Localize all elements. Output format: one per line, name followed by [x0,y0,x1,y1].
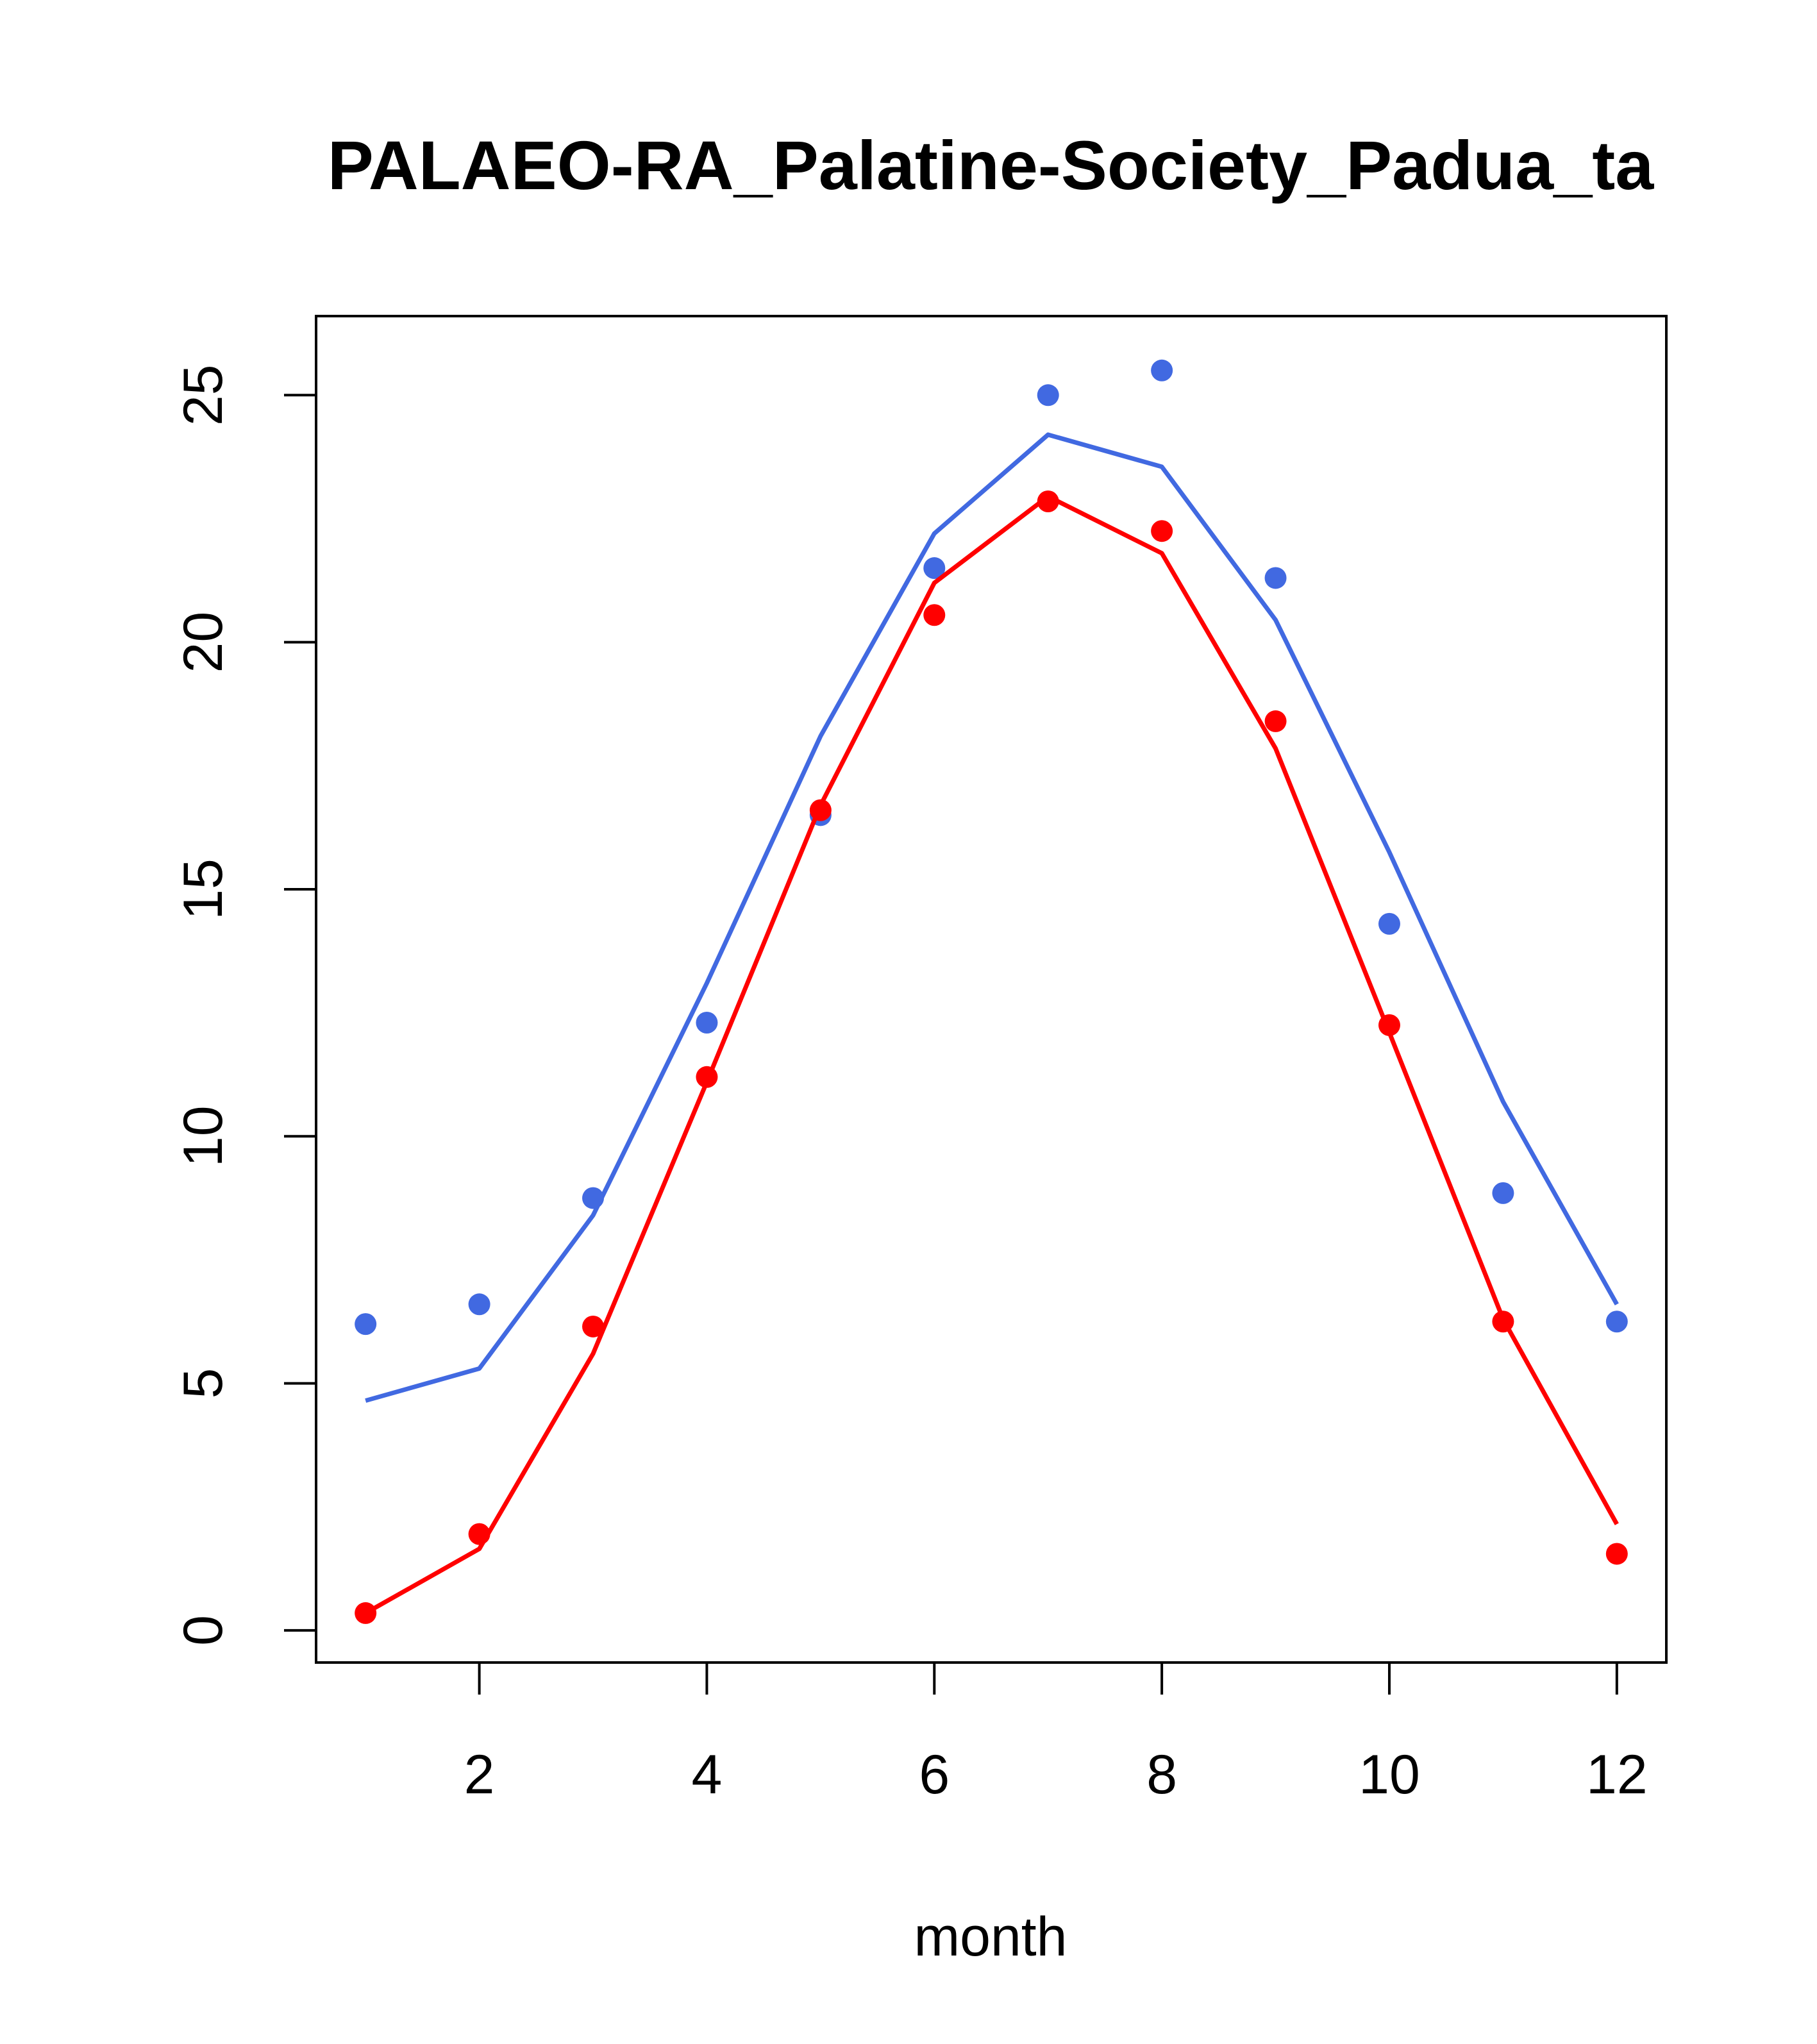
data-point [1605,1311,1628,1333]
x-tick-label: 10 [1359,1744,1420,1805]
data-point [1378,912,1400,935]
data-point [582,1187,605,1209]
series-line [365,432,1619,1403]
data-point [1492,1311,1514,1333]
y-tick-label: 20 [172,612,234,673]
y-tick-label: 10 [172,1105,234,1167]
x-tick-label: 12 [1586,1744,1648,1805]
x-tick-label: 2 [464,1744,495,1805]
x-tick-label: 8 [1146,1744,1177,1805]
data-point [809,799,832,821]
data-point [468,1523,490,1545]
data-point [582,1315,605,1337]
data-point [355,1313,377,1336]
series-0 [355,359,1628,1403]
plot-frame [315,315,1668,1664]
x-tick-label: 6 [919,1744,950,1805]
y-axis: 0 5 10 15 20 25 [172,364,317,1646]
data-point [468,1293,490,1316]
data-point [1378,1014,1400,1036]
series-layer [355,359,1628,1624]
data-point [696,1012,718,1034]
data-point [696,1066,718,1088]
data-point [923,604,946,626]
x-axis-label: month [914,1906,1067,1968]
series-1 [355,490,1628,1624]
data-point [1151,359,1173,381]
data-point [1037,384,1059,406]
y-tick-label: 15 [172,859,234,920]
series-line [364,494,1619,1615]
data-point [923,557,946,580]
data-point [1264,567,1287,589]
x-axis: 2 4 6 8 10 12 [464,1661,1648,1805]
data-point [1037,490,1059,512]
data-point [1605,1543,1628,1565]
chart-title: PALAEO-RA_Palatine-Society_Padua_ta [328,126,1655,204]
y-tick-label: 5 [172,1368,234,1399]
data-point [1264,710,1287,732]
x-tick-label: 4 [692,1744,723,1805]
data-point [1492,1182,1514,1204]
data-point [1151,520,1173,542]
y-tick-label: 25 [172,364,234,426]
y-tick-label: 0 [172,1615,234,1646]
data-point [355,1602,377,1624]
